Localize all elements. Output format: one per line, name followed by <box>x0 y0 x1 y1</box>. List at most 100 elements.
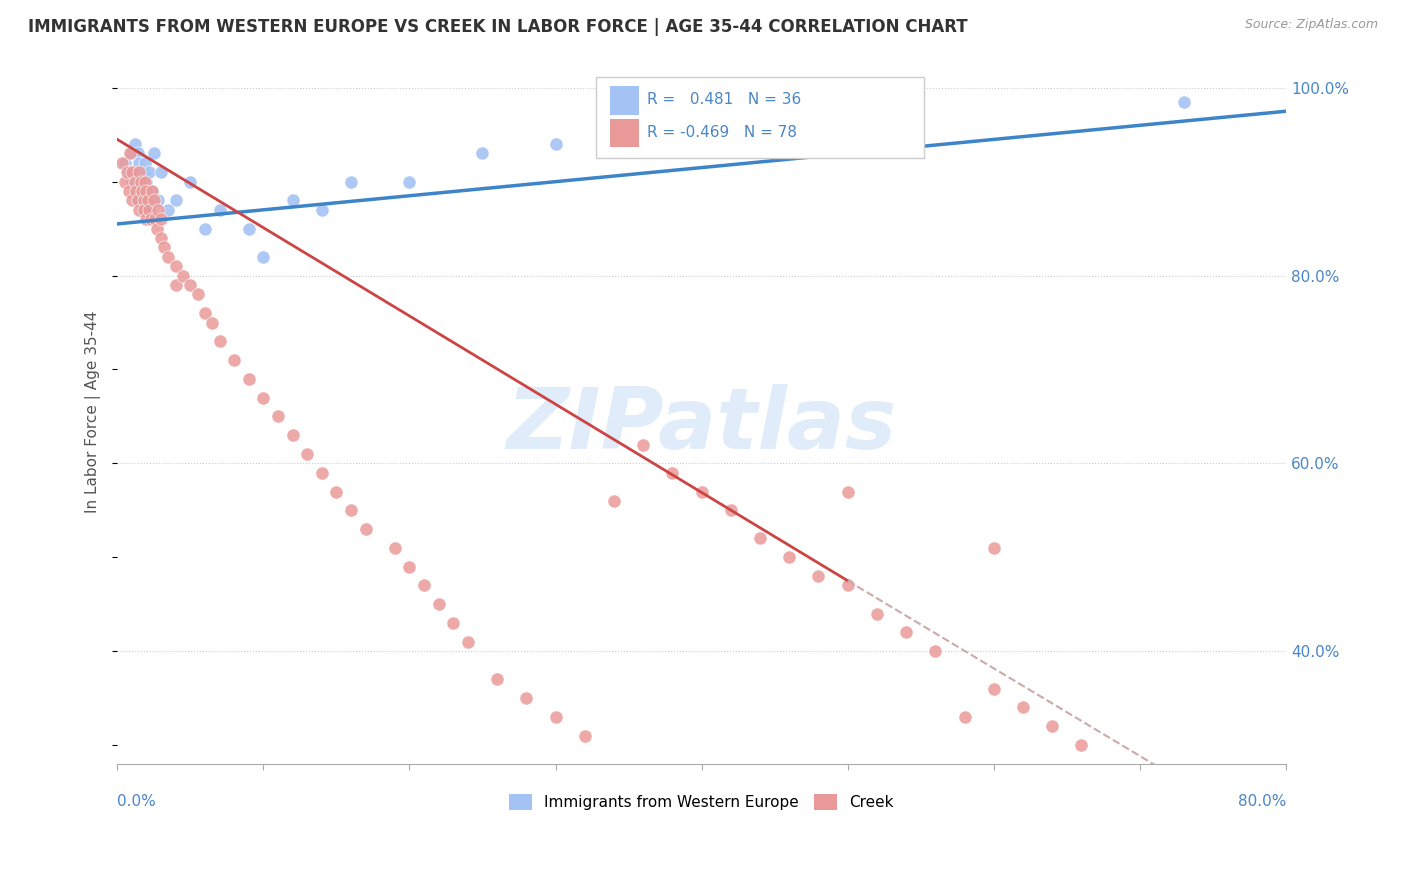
Point <box>544 710 567 724</box>
Point <box>631 437 654 451</box>
Point <box>157 202 180 217</box>
Y-axis label: In Labor Force | Age 35-44: In Labor Force | Age 35-44 <box>86 310 101 513</box>
Point <box>354 522 377 536</box>
Text: 80.0%: 80.0% <box>1237 795 1286 809</box>
Point <box>311 466 333 480</box>
Point <box>128 202 150 217</box>
Point <box>252 391 274 405</box>
Point <box>148 194 170 208</box>
FancyBboxPatch shape <box>610 87 638 114</box>
Point <box>172 268 194 283</box>
Point <box>295 447 318 461</box>
Point <box>252 250 274 264</box>
Point <box>165 277 187 292</box>
Point <box>238 221 260 235</box>
Point <box>135 212 157 227</box>
Point <box>129 175 152 189</box>
Point <box>118 165 141 179</box>
Point <box>486 673 509 687</box>
Point <box>398 559 420 574</box>
Point <box>150 165 173 179</box>
Point <box>807 569 830 583</box>
FancyBboxPatch shape <box>610 119 638 147</box>
Point <box>134 175 156 189</box>
Point <box>132 194 155 208</box>
Point <box>749 532 772 546</box>
Point <box>340 503 363 517</box>
Point <box>165 194 187 208</box>
Point <box>544 137 567 152</box>
Text: R = -0.469   N = 78: R = -0.469 N = 78 <box>647 125 797 140</box>
Point <box>574 729 596 743</box>
Point <box>153 240 176 254</box>
Point <box>121 175 143 189</box>
Point <box>128 194 150 208</box>
Point <box>165 259 187 273</box>
Point <box>311 202 333 217</box>
Text: Source: ZipAtlas.com: Source: ZipAtlas.com <box>1244 18 1378 31</box>
Point <box>471 146 494 161</box>
Point <box>924 644 946 658</box>
Text: 0.0%: 0.0% <box>117 795 156 809</box>
Point <box>208 334 231 349</box>
Point <box>135 184 157 198</box>
Point <box>866 607 889 621</box>
Point <box>384 541 406 555</box>
Point <box>145 221 167 235</box>
Text: IMMIGRANTS FROM WESTERN EUROPE VS CREEK IN LABOR FORCE | AGE 35-44 CORRELATION C: IMMIGRANTS FROM WESTERN EUROPE VS CREEK … <box>28 18 967 36</box>
Point <box>118 184 141 198</box>
Point <box>325 484 347 499</box>
Point <box>661 466 683 480</box>
Point <box>141 184 163 198</box>
Point <box>187 287 209 301</box>
Point <box>194 221 217 235</box>
Point <box>132 165 155 179</box>
Point <box>150 212 173 227</box>
Point <box>281 194 304 208</box>
Point <box>121 194 143 208</box>
Point <box>413 578 436 592</box>
Point <box>617 128 640 142</box>
Point <box>690 484 713 499</box>
Point <box>157 250 180 264</box>
Point <box>127 194 149 208</box>
Point <box>114 175 136 189</box>
Point <box>135 175 157 189</box>
Point <box>179 277 201 292</box>
Point <box>131 184 153 198</box>
Point <box>224 353 246 368</box>
Point <box>114 156 136 170</box>
Point <box>120 146 142 161</box>
Point <box>128 156 150 170</box>
Point <box>138 202 160 217</box>
Point <box>441 615 464 630</box>
Point <box>129 175 152 189</box>
Point <box>281 428 304 442</box>
Point <box>121 146 143 161</box>
Point <box>1040 719 1063 733</box>
Point <box>837 578 859 592</box>
Point <box>1012 700 1035 714</box>
Point <box>983 681 1005 696</box>
Point <box>117 165 139 179</box>
Point <box>125 184 148 198</box>
Point <box>837 484 859 499</box>
Point <box>111 156 134 170</box>
Point <box>778 550 800 565</box>
Point <box>134 156 156 170</box>
Point <box>131 184 153 198</box>
Point <box>124 137 146 152</box>
Point <box>208 202 231 217</box>
Point <box>894 625 917 640</box>
Point <box>143 212 166 227</box>
Point <box>139 212 162 227</box>
Point <box>132 202 155 217</box>
Point <box>201 316 224 330</box>
Point <box>953 710 976 724</box>
Legend: Immigrants from Western Europe, Creek: Immigrants from Western Europe, Creek <box>503 788 900 816</box>
FancyBboxPatch shape <box>596 78 924 158</box>
Point <box>124 175 146 189</box>
Point <box>267 409 290 424</box>
Point <box>515 691 537 706</box>
Point <box>457 634 479 648</box>
